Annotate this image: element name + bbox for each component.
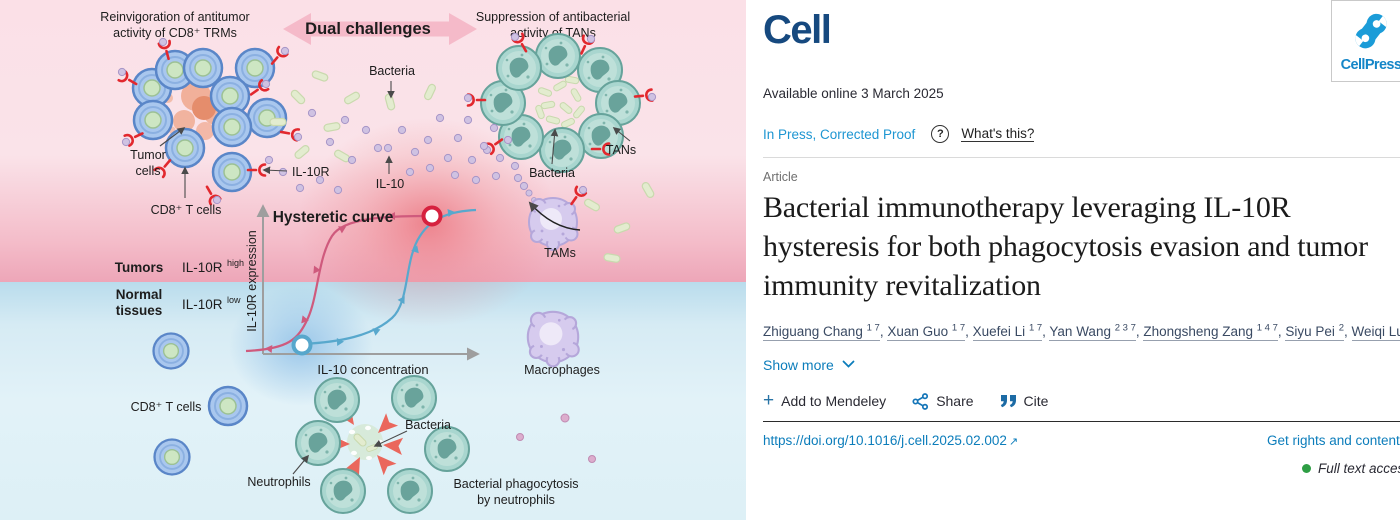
author[interactable]: Xuan Guo 1 7 bbox=[887, 322, 973, 341]
author[interactable]: Siyu Pei 2 bbox=[1285, 322, 1352, 341]
add-to-mendeley-button[interactable]: + Add to Mendeley bbox=[763, 390, 887, 411]
cd8-bottom-label: CD8⁺ T cells bbox=[131, 400, 202, 414]
cell-journal-logo: Cell bbox=[763, 8, 832, 52]
author[interactable]: Weiqi Lu 1 bbox=[1351, 323, 1400, 341]
bacteria-top-label: Bacteria bbox=[369, 64, 415, 78]
inpress-row: In Press, Corrected Proof ? What's this? bbox=[763, 125, 1400, 143]
phagocytosis-label-1: Bacterial phagocytosis bbox=[453, 477, 578, 491]
help-question-icon[interactable]: ? bbox=[931, 125, 950, 143]
cellpress-swirl-icon bbox=[1355, 13, 1387, 48]
tumors-label: Tumors bbox=[115, 260, 164, 275]
action-row: + Add to Mendeley Share Cite bbox=[763, 390, 1400, 411]
phagocytosis-label-2: by neutrophils bbox=[477, 493, 555, 507]
y-axis-label: IL-10R expression bbox=[245, 230, 259, 331]
hysteresis-plot bbox=[245, 204, 480, 361]
divider-light bbox=[763, 157, 1400, 158]
low-state-point bbox=[291, 334, 313, 356]
article-title: Bacterial immunotherapy leveraging IL-10… bbox=[763, 191, 1368, 302]
tumor-cells-label-2: cells bbox=[135, 164, 160, 178]
tans-label: TANs bbox=[606, 143, 636, 157]
il10r-high-label: IL-10R bbox=[182, 260, 223, 275]
il10r-low-sup: low bbox=[227, 295, 241, 305]
banner-center: Dual challenges bbox=[305, 20, 431, 38]
plus-icon: + bbox=[763, 390, 775, 411]
banner-left-1: Reinvigoration of antitumor bbox=[100, 10, 249, 24]
banner-right-1: Suppression of antibacterial bbox=[476, 10, 630, 24]
divider-dark bbox=[763, 420, 1400, 422]
share-button[interactable]: Share bbox=[912, 392, 974, 410]
il10r-label: IL-10R bbox=[292, 165, 330, 179]
cite-button[interactable]: Cite bbox=[1000, 393, 1048, 409]
external-link-icon: ↗ bbox=[1008, 435, 1019, 448]
il10-label: IL-10 bbox=[376, 177, 405, 191]
normal-zone-bg bbox=[0, 282, 746, 520]
tumor-cells-label-1: Tumor bbox=[130, 148, 166, 162]
author[interactable]: Zhiguang Chang 1 7 bbox=[763, 322, 887, 341]
article-panel: Cell CellPress Available online 3 March … bbox=[746, 0, 1400, 520]
hysteretic-label: Hysteretic curve bbox=[273, 209, 394, 226]
author[interactable]: Zhongsheng Zang 1 4 7 bbox=[1143, 322, 1285, 341]
logo-row: Cell CellPress bbox=[763, 0, 1400, 82]
author-list: Zhiguang Chang 1 7Xuan Guo 1 7Xuefei Li … bbox=[763, 316, 1400, 344]
tams-label: TAMs bbox=[544, 246, 576, 260]
cellpress-logo: CellPress bbox=[1331, 0, 1400, 82]
tam-cell bbox=[528, 185, 588, 251]
share-icon bbox=[912, 392, 929, 410]
small-dots bbox=[516, 413, 596, 463]
high-state-point bbox=[421, 205, 443, 227]
il10r-high-sup: high bbox=[227, 258, 244, 268]
curve-down bbox=[245, 214, 429, 353]
doi-link[interactable]: https://doi.org/10.1016/j.cell.2025.02.0… bbox=[763, 432, 1019, 448]
whats-this-link[interactable]: What's this? bbox=[961, 126, 1035, 142]
chevron-down-icon bbox=[842, 360, 855, 368]
graphical-abstract: Reinvigoration of antitumor activity of … bbox=[0, 0, 746, 520]
cd8-top-label: CD8⁺ T cells bbox=[151, 203, 222, 217]
doi-row: https://doi.org/10.1016/j.cell.2025.02.0… bbox=[763, 433, 1400, 448]
get-rights-link[interactable]: Get rights and content↗ bbox=[1266, 432, 1400, 448]
normal-label-1: Normal bbox=[116, 287, 163, 302]
full-text-access-label: Full text access bbox=[1317, 460, 1400, 476]
bacteria-bottom-label: Bacteria bbox=[405, 418, 451, 432]
dual-challenges-arrow bbox=[283, 13, 477, 45]
graphical-abstract-svg: Reinvigoration of antitumor activity of … bbox=[0, 0, 746, 520]
bacteria-right-label: Bacteria bbox=[529, 166, 575, 180]
normal-label-2: tissues bbox=[116, 303, 163, 318]
label-arrows bbox=[159, 81, 631, 475]
x-axis-label: IL-10 concentration bbox=[317, 362, 428, 377]
article-type-label: Article bbox=[763, 170, 798, 184]
show-more-button[interactable]: Show more bbox=[763, 357, 855, 373]
neutrophils-label: Neutrophils bbox=[247, 475, 310, 489]
banner-right-2: activity of TANs bbox=[510, 26, 596, 40]
banner-left-2: activity of CD8⁺ TRMs bbox=[113, 26, 237, 40]
open-access-dot-icon bbox=[1301, 463, 1311, 473]
author[interactable]: Yan Wang 2 3 7 bbox=[1049, 322, 1143, 341]
il10r-low-label: IL-10R bbox=[182, 297, 223, 312]
cite-quote-icon bbox=[1000, 394, 1016, 407]
in-press-link[interactable]: In Press, Corrected Proof bbox=[763, 126, 916, 142]
cellpress-wordmark: CellPress bbox=[1340, 56, 1400, 73]
macrophages-label: Macrophages bbox=[524, 363, 600, 377]
access-row: Full text access bbox=[763, 461, 1400, 476]
author[interactable]: Xuefei Li 1 7 bbox=[972, 322, 1049, 341]
available-online-date: Available online 3 March 2025 bbox=[763, 86, 944, 101]
